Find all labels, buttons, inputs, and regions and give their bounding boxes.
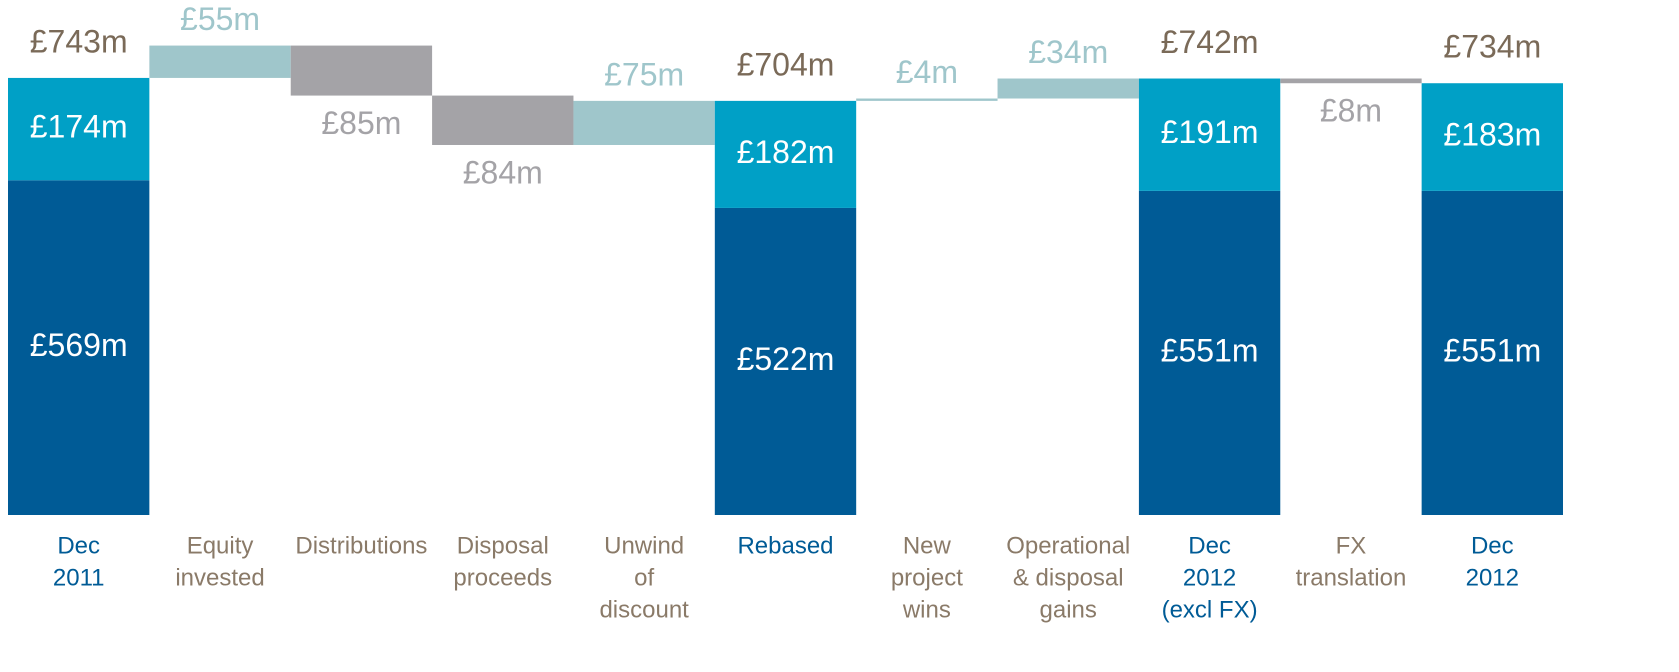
segment-label: £569m <box>30 327 128 363</box>
category-label: proceeds <box>453 564 552 591</box>
change-label: £84m <box>463 154 543 190</box>
category-label: FX <box>1336 532 1367 559</box>
bar-segment <box>1421 83 1563 191</box>
bar-segment <box>8 77 150 181</box>
category-label: of <box>634 564 654 591</box>
change-bar <box>573 100 715 145</box>
segment-label: £522m <box>737 341 835 377</box>
category-label: wins <box>902 596 951 623</box>
category-label: Disposal <box>457 532 549 559</box>
change-bar <box>856 98 998 101</box>
category-label: translation <box>1296 564 1407 591</box>
category-label: Dec <box>1471 532 1514 559</box>
change-bar <box>432 95 574 145</box>
change-label: £55m <box>180 1 260 37</box>
change-bar <box>997 78 1139 99</box>
total-label: £734m <box>1443 29 1541 65</box>
category-label: gains <box>1040 596 1097 623</box>
change-label: £4m <box>896 54 958 90</box>
segment-label: £174m <box>30 109 128 145</box>
total-label: £704m <box>737 46 835 82</box>
category-label: & disposal <box>1013 564 1124 591</box>
category-label: Unwind <box>604 532 684 559</box>
category-label: Distributions <box>295 532 427 559</box>
segment-label: £551m <box>1161 332 1259 368</box>
bar-segment <box>1138 190 1281 515</box>
category-label: Equity <box>187 532 254 559</box>
segment-label: £191m <box>1161 114 1259 150</box>
category-label: New <box>903 532 952 559</box>
category-label: invested <box>175 564 264 591</box>
bar-segment <box>1421 190 1563 515</box>
total-label: £743m <box>30 23 128 59</box>
category-label: 2012 <box>1183 564 1236 591</box>
change-label: £8m <box>1320 93 1382 129</box>
category-label: discount <box>599 596 689 623</box>
category-label: project <box>891 564 963 591</box>
bar-segment <box>714 207 857 515</box>
change-bar <box>1280 78 1422 84</box>
category-label: Dec <box>1188 532 1231 559</box>
change-label: £75m <box>604 56 684 92</box>
segment-label: £182m <box>737 134 835 170</box>
change-bar <box>290 45 433 96</box>
bar-segment <box>714 100 857 208</box>
change-label: £34m <box>1028 34 1108 70</box>
category-label: 2012 <box>1466 564 1519 591</box>
category-label: 2011 <box>53 564 105 591</box>
segment-label: £551m <box>1443 332 1541 368</box>
category-label: Dec <box>57 532 100 559</box>
bar-segment <box>1138 78 1281 191</box>
total-label: £742m <box>1161 24 1259 60</box>
category-label: Operational <box>1006 532 1130 559</box>
change-bar <box>149 45 291 78</box>
bar-segment <box>8 180 150 515</box>
change-label: £85m <box>321 105 401 141</box>
category-label: Rebased <box>737 532 833 559</box>
segment-label: £183m <box>1443 117 1541 153</box>
category-label: (excl FX) <box>1162 596 1258 623</box>
